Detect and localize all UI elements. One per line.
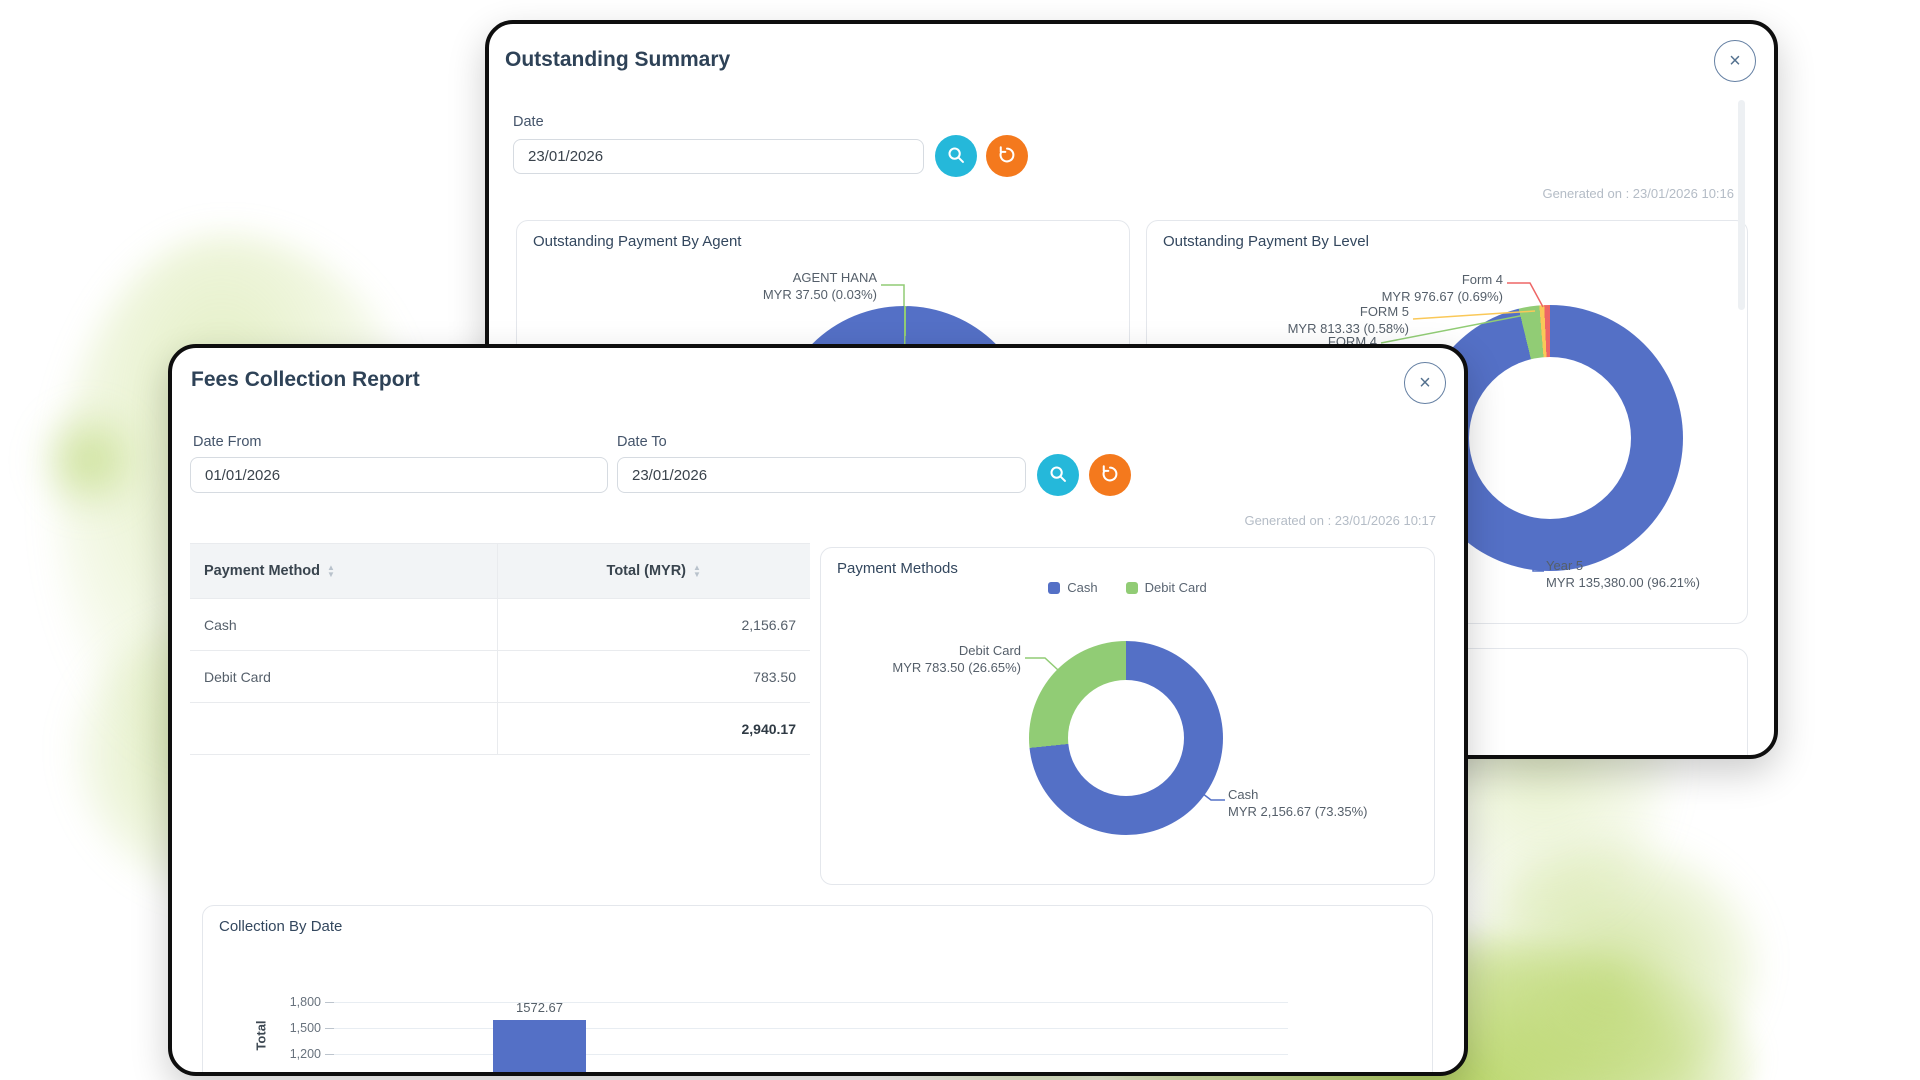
level-slice-label-year5: Year 5 MYR 135,380.00 (96.21%)	[1546, 558, 1700, 590]
search-icon	[1047, 463, 1069, 488]
close-icon: ×	[1729, 50, 1741, 72]
generated-on-text: Generated on : 23/01/2026 10:16	[1542, 186, 1734, 201]
fees-generated-on-text: Generated on : 23/01/2026 10:17	[1244, 513, 1436, 528]
close-icon: ×	[1419, 372, 1431, 394]
date-label: Date	[513, 114, 544, 130]
legend-item-cash[interactable]: Cash	[1048, 580, 1098, 595]
date-input[interactable]	[513, 139, 924, 174]
y-tick-1200: 1,200	[289, 1047, 321, 1061]
payment-slice-label-cash: Cash MYR 2,156.67 (73.35%)	[1228, 787, 1368, 819]
refresh-icon	[1099, 463, 1121, 488]
payment-methods-donut-chart[interactable]	[1029, 641, 1223, 835]
chart-legend: Cash Debit Card	[821, 580, 1434, 595]
fees-collection-modal: Fees Collection Report × Date From Date …	[168, 344, 1468, 1076]
watercolor-blob-right-lower	[1460, 840, 1760, 1080]
legend-item-debit-card[interactable]: Debit Card	[1125, 580, 1207, 595]
cell-method: Cash	[190, 598, 497, 651]
payment-methods-card: Payment Methods Cash Debit Card Debit Ca…	[820, 547, 1435, 885]
agent-slice-label: AGENT HANA MYR 37.50 (0.03%)	[762, 270, 877, 302]
fees-collection-title: Fees Collection Report	[191, 368, 420, 391]
level-slice-label-form5: FORM 5 MYR 813.33 (0.58%)	[1287, 304, 1409, 336]
refresh-button[interactable]	[986, 135, 1028, 177]
gridline	[334, 1002, 1288, 1003]
payment-methods-title: Payment Methods	[837, 560, 958, 577]
bar-value-label: 1572.67	[516, 1000, 563, 1015]
y-tick-1500: 1,500	[289, 1021, 321, 1035]
axis-tick	[325, 1002, 334, 1003]
gridline	[334, 1028, 1288, 1029]
collection-by-date-title: Collection By Date	[219, 918, 343, 935]
date-from-input[interactable]	[190, 457, 608, 493]
payment-slice-label-debit: Debit Card MYR 783.50 (26.65%)	[892, 643, 1021, 675]
refresh-icon	[996, 144, 1018, 169]
fees-refresh-button[interactable]	[1089, 454, 1131, 496]
table-row: Cash 2,156.67	[190, 598, 810, 651]
watercolor-blob-left-small	[38, 400, 138, 520]
legend-swatch	[1125, 581, 1138, 594]
search-button[interactable]	[935, 135, 977, 177]
level-chart-title: Outstanding Payment By Level	[1163, 233, 1369, 250]
table-row: Debit Card 783.50	[190, 650, 810, 703]
payment-method-table: Payment Method ▲ ▼ Total (MYR) ▲ ▼ Cash 2,15…	[190, 543, 810, 755]
column-header-payment-method[interactable]: Payment Method ▲ ▼	[190, 543, 497, 599]
gridline	[334, 1054, 1288, 1055]
collection-by-date-card: Collection By Date Total 1,800 1,500 1,2…	[202, 905, 1433, 1072]
cell-grand-total: 2,940.17	[496, 702, 810, 755]
table-total-row: 2,940.17	[190, 702, 810, 755]
modal-scrollbar-thumb[interactable]	[1738, 100, 1745, 310]
legend-swatch	[1048, 581, 1061, 594]
cell-total: 2,156.67	[496, 598, 810, 651]
cell-empty	[190, 702, 497, 755]
fees-search-button[interactable]	[1037, 454, 1079, 496]
cell-method: Debit Card	[190, 650, 497, 703]
date-to-label: Date To	[617, 434, 667, 450]
axis-tick	[325, 1028, 334, 1029]
date-to-input[interactable]	[617, 457, 1026, 493]
outstanding-close-button[interactable]: ×	[1714, 40, 1756, 82]
outstanding-summary-title: Outstanding Summary	[505, 48, 731, 71]
search-icon	[945, 144, 967, 169]
column-header-total[interactable]: Total (MYR) ▲ ▼	[496, 543, 810, 599]
agent-chart-title: Outstanding Payment By Agent	[533, 233, 742, 250]
fees-close-button[interactable]: ×	[1404, 362, 1446, 404]
level-slice-label-form4: Form 4 MYR 976.67 (0.69%)	[1381, 272, 1503, 304]
date-from-label: Date From	[193, 434, 262, 450]
sort-icon[interactable]: ▲ ▼	[327, 563, 335, 580]
bar[interactable]	[493, 1020, 586, 1072]
cell-total: 783.50	[496, 650, 810, 703]
axis-tick	[325, 1054, 334, 1055]
y-tick-1800: 1,800	[289, 995, 321, 1009]
sort-icon[interactable]: ▲ ▼	[693, 563, 701, 580]
